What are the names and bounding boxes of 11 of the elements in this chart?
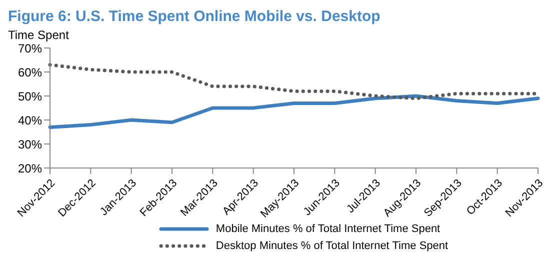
y-axis-title: Time Spent bbox=[8, 28, 70, 42]
y-tick-label: 40% bbox=[18, 113, 42, 128]
y-tick-label: 50% bbox=[18, 89, 42, 104]
legend-label: Mobile Minutes % of Total Internet Time Spent bbox=[216, 222, 440, 234]
chart-title: Figure 6: U.S. Time Spent Online Mobile vs. Desktop bbox=[8, 8, 382, 26]
legend-label: Desktop Minutes % of Total Internet Time Spent bbox=[216, 240, 448, 252]
y-tick-label: 30% bbox=[18, 137, 42, 152]
y-tick-label: 60% bbox=[18, 65, 42, 80]
line-series bbox=[48, 94, 540, 129]
y-tick-label: 70% bbox=[18, 41, 42, 56]
y-tick-label: 20% bbox=[18, 161, 42, 176]
